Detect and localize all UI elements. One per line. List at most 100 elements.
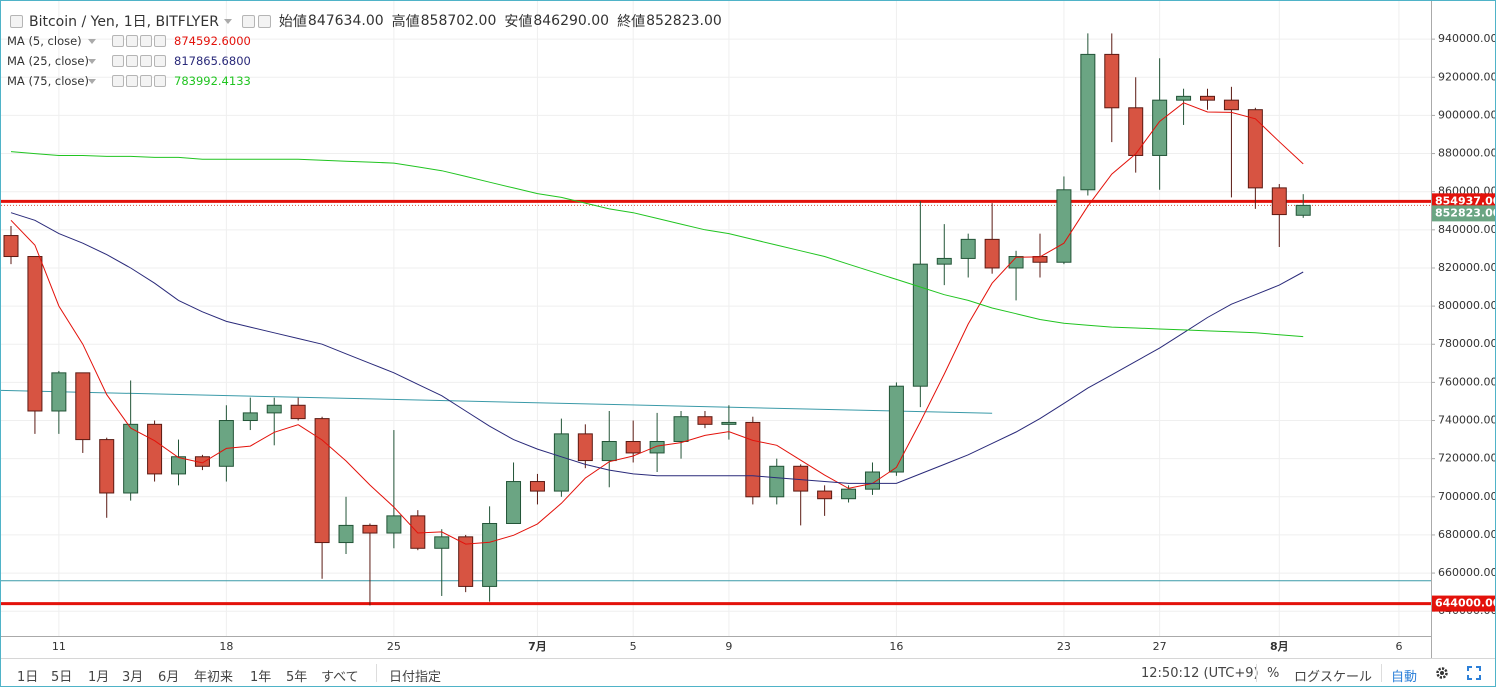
y-tick-label: 680000.00	[1438, 528, 1495, 541]
candle-body	[984, 238, 1000, 269]
y-tick-label: 720000.00	[1438, 452, 1495, 465]
high-value: 858702.00	[420, 13, 497, 29]
candle-body	[314, 418, 330, 544]
legend-name[interactable]: MA (75, close)	[7, 74, 89, 88]
candle-body	[769, 465, 785, 498]
separator	[1256, 664, 1257, 682]
auto-scale-button[interactable]: 自動	[1391, 670, 1418, 685]
y-tick-label: 940000.00	[1438, 32, 1495, 45]
candle-body	[338, 524, 354, 544]
candle-body	[601, 440, 617, 462]
range-button[interactable]: すべて	[321, 670, 359, 685]
add-icon[interactable]	[140, 35, 152, 47]
candle-body	[27, 256, 43, 412]
settings-icon[interactable]	[257, 14, 271, 28]
legend-name[interactable]: MA (5, close)	[7, 34, 82, 48]
y-tick-label: 920000.00	[1438, 70, 1495, 83]
y-tick-label: 660000.00	[1438, 566, 1495, 579]
x-tick-label: 18	[219, 640, 233, 653]
y-tick-label: 740000.00	[1438, 414, 1495, 427]
x-tick-label: 23	[1057, 640, 1071, 653]
candle-body	[1295, 204, 1311, 216]
candle-body	[793, 465, 809, 492]
eye-icon[interactable]	[112, 55, 124, 67]
legend-value: 874592.6000	[174, 34, 251, 48]
separator	[1381, 664, 1382, 682]
range-button[interactable]: 3月	[122, 670, 144, 685]
ma-line	[10, 212, 1304, 484]
candle-body	[888, 385, 904, 473]
remove-icon[interactable]	[154, 55, 166, 67]
eye-icon[interactable]	[112, 75, 124, 87]
eye-icon[interactable]	[112, 35, 124, 47]
candle-body	[1128, 107, 1144, 156]
legend-name[interactable]: MA (25, close)	[7, 54, 89, 68]
candle-body	[721, 421, 737, 425]
range-button[interactable]: 5日	[51, 670, 73, 685]
settings-icon[interactable]	[126, 35, 138, 47]
candle-body	[553, 433, 569, 492]
x-tick-label: 16	[889, 640, 903, 653]
legend-value: 783992.4133	[174, 74, 251, 88]
add-icon[interactable]	[140, 75, 152, 87]
candle-body	[1223, 99, 1239, 111]
fullscreen-button[interactable]	[1467, 666, 1481, 680]
date-range-button[interactable]: 日付指定	[389, 670, 442, 685]
settings-icon[interactable]	[126, 75, 138, 87]
candle-body	[3, 235, 19, 258]
y-tick-label: 900000.00	[1438, 108, 1495, 121]
candle-body	[745, 421, 761, 498]
ma-line	[10, 151, 1304, 338]
legend-menu[interactable]	[88, 58, 96, 64]
candle-body	[242, 412, 258, 422]
legend-menu[interactable]	[88, 38, 96, 44]
legend-row: MA (25, close) 817865.6800	[7, 54, 251, 68]
range-button[interactable]: 年初来	[194, 670, 234, 685]
price-label: 854937.00	[1435, 194, 1495, 207]
high-label: 高値	[391, 14, 420, 30]
x-tick-label: 9	[725, 640, 732, 653]
x-tick-label: 5	[630, 640, 637, 653]
chart: 640000.00660000.00680000.00700000.007200…	[1, 1, 1495, 658]
candle-body	[1200, 95, 1215, 101]
y-tick-label: 820000.00	[1438, 261, 1495, 274]
candle-body	[577, 433, 593, 462]
candle-body	[864, 471, 880, 490]
range-button[interactable]: 6月	[158, 670, 180, 685]
remove-icon[interactable]	[154, 75, 166, 87]
candle-body	[649, 440, 665, 454]
price-label: 852823.00	[1435, 206, 1495, 219]
range-button[interactable]: 1年	[250, 670, 272, 685]
close-value: 852823.00	[646, 13, 722, 29]
candle-body	[123, 423, 139, 494]
candle-body	[458, 536, 474, 587]
collapse-icon[interactable]	[10, 14, 23, 28]
candle-body	[697, 416, 713, 425]
settings-button[interactable]	[1435, 666, 1449, 680]
open-value: 847634.00	[307, 13, 384, 29]
log-scale-button[interactable]: ログスケール	[1294, 670, 1373, 685]
range-button[interactable]: 1月	[88, 670, 110, 685]
y-tick-label: 800000.00	[1438, 299, 1495, 312]
settings-icon[interactable]	[126, 55, 138, 67]
close-label: 終値	[617, 14, 646, 30]
range-button[interactable]: 5年	[286, 670, 308, 685]
plot-area	[1, 1, 1431, 636]
remove-icon[interactable]	[154, 35, 166, 47]
low-label: 安値	[504, 14, 533, 30]
candle-body	[51, 372, 67, 412]
range-button[interactable]: 1日	[17, 670, 39, 685]
eye-icon[interactable]	[241, 14, 255, 28]
candle-body	[75, 372, 91, 441]
candle-body	[1247, 109, 1263, 189]
symbol-menu[interactable]	[223, 18, 232, 24]
x-tick-label: 7月	[528, 640, 547, 653]
percent-button[interactable]: %	[1267, 666, 1280, 681]
candle-body	[529, 481, 545, 492]
add-icon[interactable]	[140, 55, 152, 67]
candle-body	[362, 524, 378, 534]
candle-body	[218, 420, 234, 467]
legend-menu[interactable]	[88, 78, 96, 84]
symbol[interactable]: Bitcoin / Yen, 1日, BITFLYER	[29, 14, 219, 30]
